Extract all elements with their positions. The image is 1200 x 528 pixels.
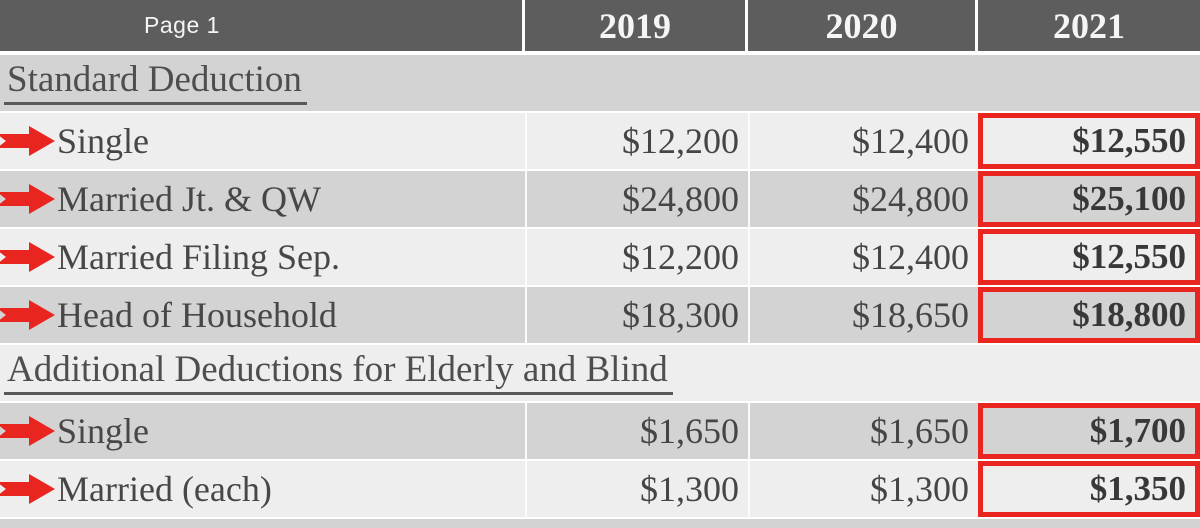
table-row-married-jt-qw: Married Jt. & QW $24,800 $24,800 $25,100 [0,171,1200,227]
value-2020: $1,300 [748,461,978,517]
table-row-single-elderly: Single $1,650 $1,650 $1,700 [0,403,1200,459]
row-label: Married Jt. & QW [57,179,321,219]
table-row-single: Single $12,200 $12,400 $12,550 [0,113,1200,169]
row-label-cell: Single [0,113,525,169]
red-right-arrow-icon [0,474,55,504]
table-header-row: Page 1 2019 2020 2021 [0,0,1200,51]
row-label: Single [57,411,150,451]
section-title: Additional Deductions for Elderly and Bl… [4,350,673,396]
value-2021-highlighted: $1,700 [978,403,1200,459]
row-label: Married Filing Sep. [57,237,340,277]
row-label-cell: Head of Household [0,287,525,343]
value-2020: $24,800 [748,171,978,227]
value-2019: $1,300 [525,461,748,517]
value-2021-highlighted: $12,550 [978,113,1200,169]
value-2021-highlighted: $25,100 [978,171,1200,227]
section-title: Standard Deduction [4,60,307,106]
value-2020: $18,650 [748,287,978,343]
value-2020: $1,650 [748,403,978,459]
row-label: Head of Household [57,295,337,335]
red-right-arrow-icon [0,416,55,446]
row-label-cell: Married Jt. & QW [0,171,525,227]
value-2019: $12,200 [525,229,748,285]
red-right-arrow-icon [0,184,55,214]
bottom-divider-strip [0,519,1200,528]
value-2021-highlighted: $1,350 [978,461,1200,517]
red-right-arrow-icon [0,242,55,272]
value-2020: $12,400 [748,229,978,285]
value-2020: $12,400 [748,113,978,169]
row-label-cell: Single [0,403,525,459]
value-2019: $1,650 [525,403,748,459]
table-row-head-of-household: Head of Household $18,300 $18,650 $18,80… [0,287,1200,343]
page-number-header: Page 1 [0,0,525,51]
red-right-arrow-icon [0,300,55,330]
value-2019: $24,800 [525,171,748,227]
year-header-2019: 2019 [525,0,748,51]
table-row-married-filing-sep: Married Filing Sep. $12,200 $12,400 $12,… [0,229,1200,285]
value-2019: $12,200 [525,113,748,169]
value-2019: $18,300 [525,287,748,343]
value-2021-highlighted: $18,800 [978,287,1200,343]
row-label: Married (each) [57,469,272,509]
value-2021-highlighted: $12,550 [978,229,1200,285]
section-header-standard-deduction: Standard Deduction [0,55,1200,111]
year-header-2021: 2021 [1053,5,1125,46]
table-row-married-each: Married (each) $1,300 $1,300 $1,350 [0,461,1200,517]
row-label: Single [57,121,150,161]
section-header-additional-deductions: Additional Deductions for Elderly and Bl… [0,345,1200,401]
row-label-cell: Married (each) [0,461,525,517]
row-label-cell: Married Filing Sep. [0,229,525,285]
year-header-2020: 2020 [748,0,978,51]
red-right-arrow-icon [0,126,55,156]
